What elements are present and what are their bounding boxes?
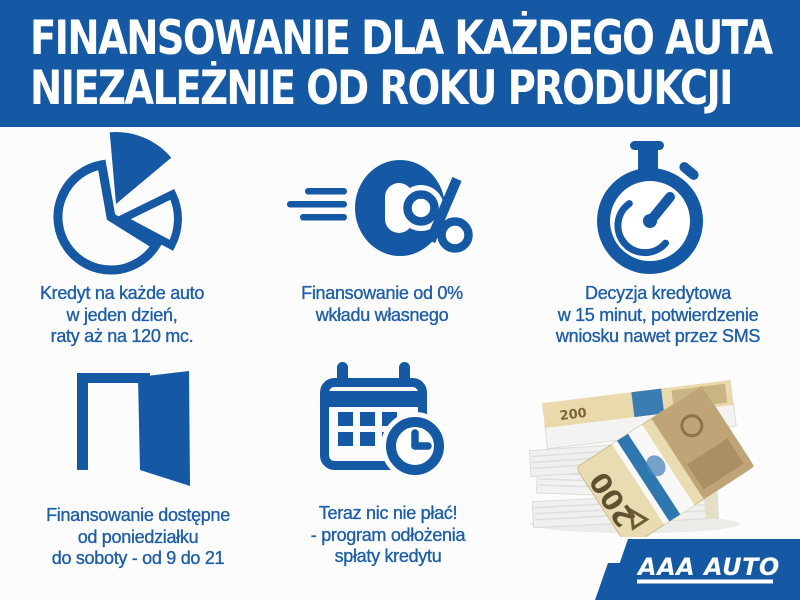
logo-banner	[607, 539, 800, 600]
caption-line: - program odłożenia	[310, 524, 466, 545]
caption-line: Kredyt na każde auto	[39, 283, 205, 303]
caption-line: w 15 minut, potwierdzenie	[557, 304, 759, 325]
stopwatch-icon	[592, 138, 712, 283]
header-title-line1: FINANSOWANIE DLA KAŻDEGO AUTA	[30, 11, 773, 66]
open-door-icon	[72, 365, 197, 495]
aaa-auto-logo: AAA AUTO	[585, 525, 800, 600]
header-banner: FINANSOWANIE DLA KAŻDEGO AUTA NIEZALEŻNI…	[0, 0, 800, 127]
caption-line: spłaty kredytu	[334, 546, 442, 566]
feature-caption-loan: Kredyt na każde auto w jeden dzień, raty…	[0, 283, 252, 348]
caption-line: Teraz nic nie płać!	[318, 503, 458, 523]
zero-percent-icon	[285, 158, 475, 273]
caption-line: w jeden dzień,	[66, 304, 178, 325]
caption-line: do soboty - od 9 do 21	[51, 548, 225, 568]
calendar-clock-icon	[318, 358, 458, 488]
feature-caption-zero-percent: Finansowanie od 0% wkładu własnego	[252, 283, 512, 326]
feature-caption-decision: Decyzja kredytowa w 15 minut, potwierdze…	[528, 283, 788, 348]
caption-line: wniosku nawet przez SMS	[555, 326, 761, 346]
caption-line: raty aż na 120 mc.	[50, 326, 194, 346]
banknote-value-label: 200	[559, 406, 588, 424]
logo-underline	[637, 579, 773, 584]
feature-caption-hours: Finansowanie dostępne od poniedziałku do…	[8, 505, 268, 570]
header-title-line2: NIEZALEŻNIE OD ROKU PRODUKCJI	[30, 61, 734, 116]
caption-line: wkładu własnego	[315, 304, 449, 325]
money-stacks-photo: 200 200	[515, 362, 765, 547]
logo-text: AAA AUTO	[636, 553, 780, 581]
caption-line: Finansowanie dostępne	[46, 505, 230, 525]
caption-line: Decyzja kredytowa	[585, 283, 732, 303]
logo-stripe	[595, 563, 623, 600]
caption-line: od poniedziałku	[77, 526, 199, 547]
pie-chart-icon	[42, 132, 182, 287]
feature-caption-deferred: Teraz nic nie płać! - program odłożenia …	[258, 503, 518, 568]
caption-line: Finansowanie od 0%	[301, 283, 463, 303]
